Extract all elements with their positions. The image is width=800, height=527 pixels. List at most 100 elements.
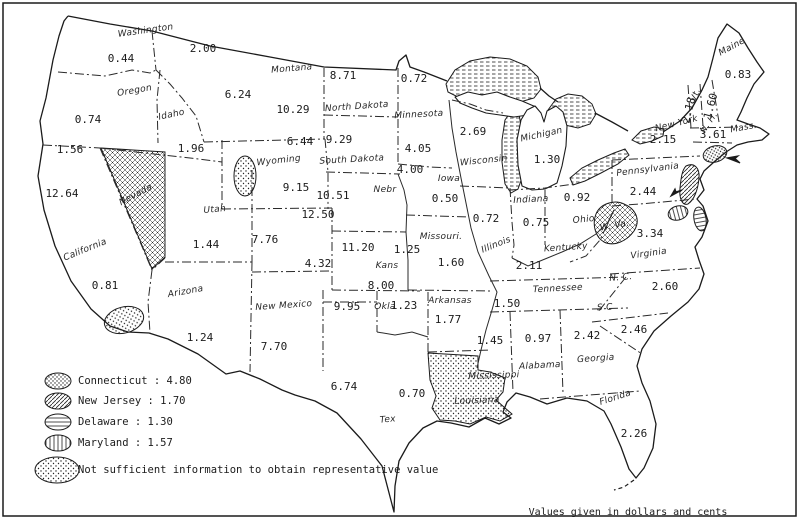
value-label: 1.24: [187, 331, 214, 344]
connecticut-arrow: [724, 155, 741, 164]
value-label: 9.15: [283, 181, 310, 194]
value-label: 9.29: [326, 133, 353, 146]
legend-swatch-connecticut: [44, 372, 72, 390]
value-label: 2.69: [460, 125, 487, 138]
value-label: 7.76: [252, 233, 279, 246]
river-borders: [376, 99, 615, 369]
state-name-label: S C: [597, 303, 614, 314]
value-label: 0.70: [399, 387, 426, 400]
value-label: 0.72: [473, 212, 500, 225]
lake-erie: [569, 148, 630, 186]
state-name-label: North Dakota: [325, 100, 389, 114]
state-name-label: Georgia: [577, 353, 615, 366]
state-name-label: Indiana: [513, 194, 549, 206]
state-name-label: Wyoming: [256, 154, 301, 169]
value-label: 1.60: [438, 256, 465, 269]
legend-label-insufficient: Not sufficient information to obtain rep…: [78, 464, 438, 476]
wyoming-insufficient-ellipse: [233, 155, 257, 197]
state-name-label: Montana: [271, 62, 313, 76]
lake-ontario: [631, 126, 665, 145]
state-name-label: Vt.: [689, 87, 703, 103]
value-label: 3.61: [700, 128, 727, 141]
value-label: 0.81: [92, 279, 119, 292]
value-label: 2.42: [574, 329, 601, 342]
value-label: 2.11: [516, 259, 543, 272]
state-name-label: Utah: [203, 204, 226, 216]
new-jersey-hatched-blob: [679, 164, 700, 205]
value-label: 9.95: [334, 300, 361, 313]
value-label: 6.74: [331, 380, 358, 393]
value-label: 1.30: [534, 153, 561, 166]
state-name-label: Wisconsin: [459, 154, 508, 169]
value-label: 2.15: [650, 133, 677, 146]
legend-swatch-maryland: [44, 434, 72, 452]
value-label: 0.72: [401, 72, 428, 85]
legend-label-delaware: Delaware : 1.30: [78, 416, 173, 428]
delaware-hatched-blob: [693, 206, 707, 232]
state-name-label: Iowa: [438, 174, 460, 184]
state-name-label: New Mexico: [255, 299, 313, 313]
value-label: 1.50: [494, 297, 521, 310]
value-label: 0.92: [564, 191, 591, 204]
value-label: 2.60: [652, 280, 679, 293]
value-label: 1.23: [391, 299, 418, 312]
legend-label-new-jersey: New Jersey : 1.70: [78, 395, 185, 407]
state-borders: [42, 30, 741, 400]
value-label: 0.74: [75, 113, 102, 126]
value-label: 1.56: [57, 143, 84, 156]
value-label: 4.00: [397, 163, 424, 176]
value-label: 12.64: [45, 187, 78, 200]
legend-swatch-delaware: [44, 413, 72, 431]
value-label: 6.24: [225, 88, 252, 101]
value-label: 1.25: [394, 243, 421, 256]
state-name-label: Missouri.: [420, 232, 463, 242]
state-name-label: Arkansas: [427, 296, 472, 306]
value-label: 0.97: [525, 332, 552, 345]
value-label: 10.51: [316, 189, 349, 202]
state-name-label: Okla: [374, 302, 396, 312]
state-name-label: South Dakota: [319, 153, 384, 166]
value-label: 6.44: [287, 135, 314, 148]
state-name-label: Kans: [376, 261, 399, 271]
value-label: 2.44: [630, 185, 657, 198]
state-name-label: Kentucky: [544, 241, 589, 254]
state-name-label: Nebr: [374, 185, 398, 195]
value-label: 4.32: [305, 257, 332, 270]
legend-swatch-new-jersey: [44, 392, 72, 410]
west-virginia-hatched-region: [593, 201, 638, 245]
state-name-label: Minnesota: [394, 109, 444, 122]
value-label: 8.00: [368, 279, 395, 292]
value-label: 1.77: [435, 313, 462, 326]
value-label: 7.70: [261, 340, 288, 353]
value-label: 1.44: [193, 238, 220, 251]
value-label: 2.00: [190, 42, 217, 55]
value-label: 1.96: [178, 142, 205, 155]
value-label: 0.83: [725, 68, 752, 81]
figure-frame: [2, 2, 797, 517]
value-label: 8.71: [330, 69, 357, 82]
value-label: 3.34: [637, 227, 664, 240]
caption: Values given in dollars and cents: [529, 507, 728, 518]
state-name-label: Mississippi: [468, 370, 520, 382]
state-name-label: Mass.: [729, 121, 757, 136]
state-name-label: Ohio: [572, 214, 595, 226]
maryland-hatched-blob: [667, 205, 689, 221]
value-label: 4.05: [405, 142, 432, 155]
value-label: 12.50: [301, 208, 334, 221]
legend-label-connecticut: Connecticut : 4.80: [78, 375, 192, 387]
value-label: 1.45: [477, 334, 504, 347]
value-label: 0.75: [523, 216, 550, 229]
legend-label-maryland: Maryland : 1.57: [78, 437, 173, 449]
value-label: 11.20: [341, 241, 374, 254]
value-label: 0.44: [108, 52, 135, 65]
legend-swatch-insufficient: [34, 456, 80, 484]
louisiana-stippled-region: [427, 352, 513, 425]
state-name-label: Tex: [379, 414, 396, 425]
state-name-label: Louisiana: [454, 395, 500, 407]
value-label: 0.50: [432, 192, 459, 205]
legend: [34, 372, 80, 484]
state-name-label: Alabama: [518, 360, 561, 372]
us-coastline: [37, 15, 770, 513]
michigan-lower-peninsula: [516, 105, 568, 191]
